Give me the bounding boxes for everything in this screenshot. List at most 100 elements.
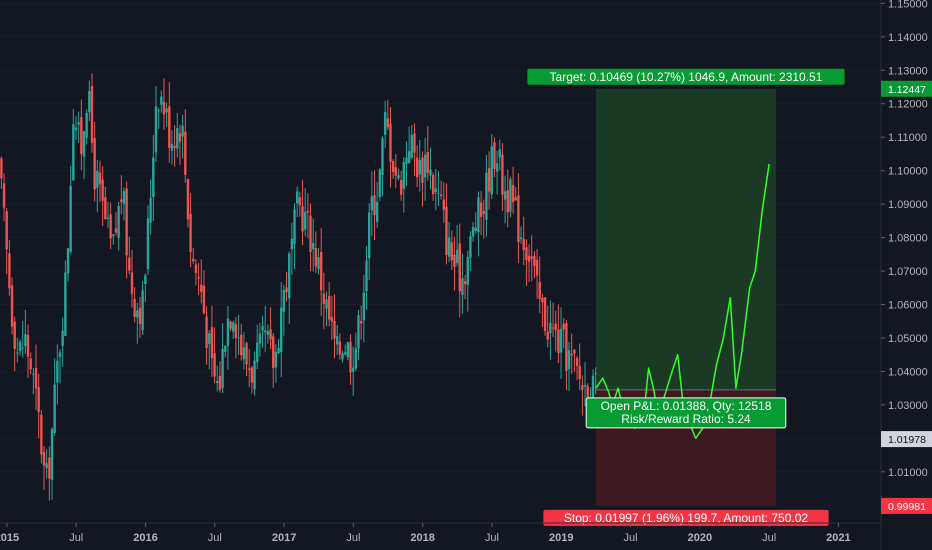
candle-body [288,253,291,299]
candle-body [181,125,184,137]
x-tick-label: 2020 [688,532,712,544]
candle-body [282,289,286,312]
candle-body [429,169,432,176]
candle-body [378,169,382,197]
candle-body [250,367,254,383]
y-tick-label: 1.12000 [888,99,928,111]
candle-body [61,330,64,346]
candle-body [549,322,552,334]
candle-body [471,227,475,237]
candle-body [447,237,451,257]
candle-body [229,321,232,329]
profit-zone[interactable] [595,88,777,390]
candle-body [370,196,374,211]
pnl-text: Open P&L: 0.01388, Qty: 12518 [601,399,772,413]
candle-body [162,101,166,115]
candle-body [96,170,99,188]
x-tick-label: Jul [624,532,638,544]
candle-body [301,206,304,232]
candle-body [335,336,339,345]
candle-body [575,358,579,366]
candle-body [570,353,573,356]
x-tick-label: Jul [346,532,360,544]
target-label[interactable]: Target: 0.10469 (10.27%) 1046.9, Amount:… [527,68,845,85]
target-label-text: Target: 0.10469 (10.27%) 1046.9, Amount:… [550,70,823,84]
candle-body [509,179,512,212]
candle-body [66,248,70,274]
candle-body [391,160,395,172]
candle-body [117,205,120,238]
candle-body [112,234,115,237]
candle-body [218,375,222,391]
candle-body [184,131,187,175]
candle-body [280,307,283,353]
candle-body [77,122,80,125]
candle-body [16,352,19,354]
candle-body [373,195,376,216]
candle-body [104,197,107,220]
candle-body [541,297,544,303]
candle-body [527,255,531,262]
x-tick-label: 2018 [410,532,434,544]
candle-body [8,253,11,289]
candle-body [285,287,288,293]
candle-body [21,347,24,349]
candle-body [264,330,267,333]
candle-body [234,324,238,338]
candle-body [122,191,126,205]
candle-body [309,215,312,253]
candle-body [154,106,158,153]
candle-body [519,237,523,240]
candle-body [586,386,589,409]
candle-body [455,249,459,264]
stop-label[interactable]: Stop: 0.01997 (1.96%) 199.7, Amount: 750… [543,509,829,526]
candle-body [109,214,112,239]
candle-body [120,199,123,202]
candle-body [293,209,296,244]
candle-body [56,360,59,383]
candle-body [583,384,587,387]
candle-body [463,281,467,285]
candle-body [245,343,248,365]
candle-body [367,212,371,259]
candle-body [200,284,203,292]
candle-body [498,149,501,158]
candle-body [176,127,179,149]
candle-body [357,315,360,349]
candle-body [13,321,16,349]
candle-body [32,373,35,375]
candle-body [202,285,206,314]
candle-body [530,256,533,259]
candle-body [314,248,318,267]
candle-body [461,278,464,295]
target-label-bg [527,68,845,85]
time-axis[interactable]: 2015 Jul 2016 Jul 2017 Jul 2018 Jul 2019 Jul 2020 J… [0,523,851,544]
position-labels[interactable]: Target: 0.10469 (10.27%) 1046.9, Amount:… [527,68,845,526]
candle-body [101,179,104,201]
candle-body [210,327,214,359]
candle-body [450,242,453,261]
candle-body [413,133,416,153]
candle-body [567,349,571,369]
candle-body [517,195,520,243]
candle-body [394,167,398,176]
candle-body [407,151,411,164]
price-axis[interactable]: 1.15000 1.14000 1.13000 1.12000 1.11000 1.100… [881,0,928,479]
candle-body [493,142,496,169]
candle-body [106,217,110,219]
pnl-box[interactable]: Open P&L: 0.01388, Qty: 12518Risk/Reward… [585,397,787,429]
candle-body [258,333,262,344]
candle-body [18,341,22,352]
candle-body [93,138,96,190]
candle-body [325,299,328,309]
candle-body [192,258,195,262]
candle-body [42,451,46,466]
candle-body [138,307,142,325]
candle-body [266,331,270,335]
candle-body [477,197,480,233]
candle-body [240,334,243,356]
candle-body [381,138,384,175]
candle-body [194,264,198,273]
candle-body [341,353,344,360]
